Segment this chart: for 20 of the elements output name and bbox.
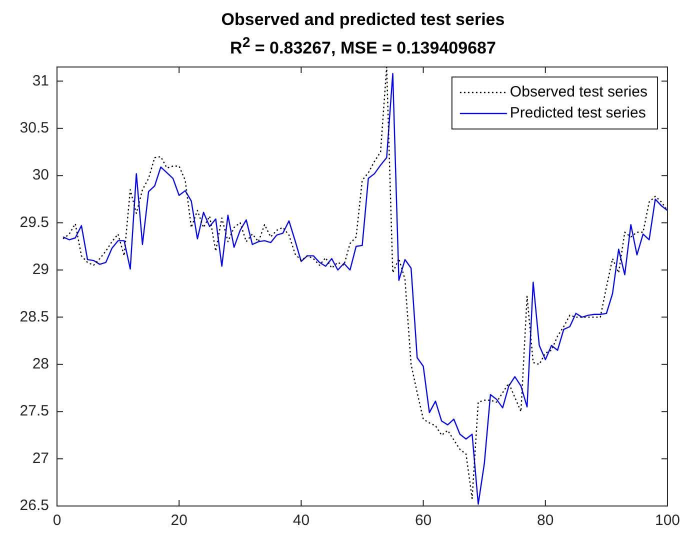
y-tick-label: 28 (32, 356, 49, 373)
legend-label: Observed test series (510, 84, 648, 101)
legend-label: Predicted test series (510, 104, 646, 122)
y-tick-label: 30.5 (20, 120, 49, 137)
y-tick-label: 30 (32, 166, 49, 184)
x-tick-label: 60 (414, 512, 432, 530)
x-tick-label: 20 (170, 512, 188, 530)
chart-subtitle: R$^{2}$ = 0.83267, MSE = 0.139409687 (229, 35, 497, 59)
x-tick-label: 0 (52, 512, 62, 530)
x-tick-label: 40 (292, 512, 310, 530)
y-tick-label: 29.5 (20, 214, 49, 231)
x-tick-label: 80 (537, 512, 554, 530)
y-tick-label: 27 (32, 450, 49, 467)
y-tick-label: 28.5 (20, 308, 49, 326)
y-tick-label: 27.5 (20, 402, 49, 420)
y-tick-label: 29 (32, 261, 49, 278)
x-tick-label: 100 (654, 512, 680, 530)
chart-title: Observed and predicted test series (220, 10, 506, 30)
y-tick-label: 31 (32, 72, 49, 90)
y-tick-label: 26.5 (20, 497, 49, 514)
